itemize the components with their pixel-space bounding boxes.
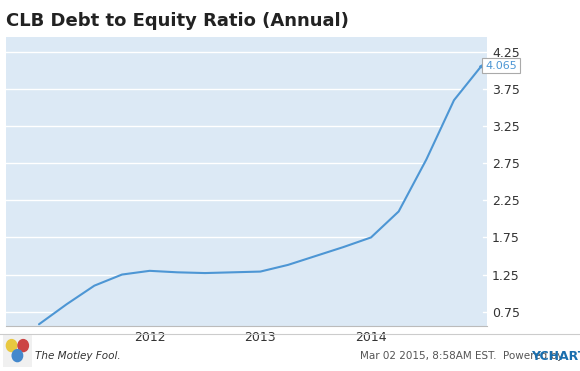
FancyBboxPatch shape <box>1 332 34 369</box>
Circle shape <box>18 339 28 352</box>
Circle shape <box>6 339 17 352</box>
Text: Mar 02 2015, 8:58AM EST.  Powered by: Mar 02 2015, 8:58AM EST. Powered by <box>360 351 566 361</box>
Text: 4.065: 4.065 <box>485 61 517 70</box>
Text: The Motley Fool.: The Motley Fool. <box>35 351 121 361</box>
Text: YCHARTS: YCHARTS <box>531 349 580 363</box>
Text: CLB Debt to Equity Ratio (Annual): CLB Debt to Equity Ratio (Annual) <box>6 12 349 30</box>
Circle shape <box>12 349 23 362</box>
